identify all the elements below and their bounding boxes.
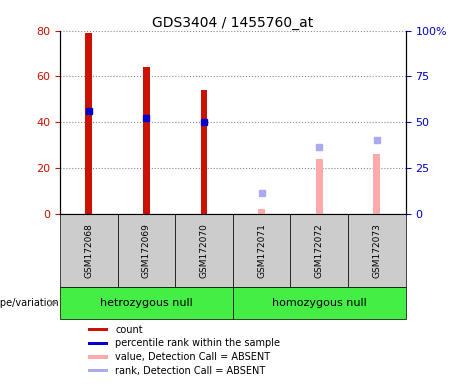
Bar [88, 328, 108, 331]
Text: genotype/variation: genotype/variation [0, 298, 59, 308]
Bar [85, 33, 92, 214]
Text: count: count [115, 324, 143, 334]
Bar [88, 369, 108, 372]
Text: percentile rank within the sample: percentile rank within the sample [115, 338, 280, 348]
Bar [118, 214, 175, 287]
Bar [373, 154, 380, 214]
Bar [258, 209, 265, 214]
Bar [233, 214, 290, 287]
Text: rank, Detection Call = ABSENT: rank, Detection Call = ABSENT [115, 366, 266, 376]
Bar [60, 287, 233, 319]
Text: homozygous null: homozygous null [272, 298, 366, 308]
Title: GDS3404 / 1455760_at: GDS3404 / 1455760_at [152, 16, 313, 30]
Bar [175, 214, 233, 287]
Bar [316, 159, 323, 214]
Text: GSM172070: GSM172070 [200, 223, 208, 278]
Bar [88, 355, 108, 359]
Bar [290, 214, 348, 287]
Bar [60, 214, 118, 287]
Bar [201, 90, 207, 214]
Text: hetrozygous null: hetrozygous null [100, 298, 193, 308]
Text: GSM172071: GSM172071 [257, 223, 266, 278]
Text: value, Detection Call = ABSENT: value, Detection Call = ABSENT [115, 352, 270, 362]
Text: GSM172072: GSM172072 [315, 223, 324, 278]
Text: GSM172068: GSM172068 [84, 223, 93, 278]
Bar [233, 287, 406, 319]
Bar [143, 67, 150, 214]
Text: GSM172073: GSM172073 [372, 223, 381, 278]
Text: GSM172069: GSM172069 [142, 223, 151, 278]
Bar [88, 342, 108, 345]
Bar [348, 214, 406, 287]
